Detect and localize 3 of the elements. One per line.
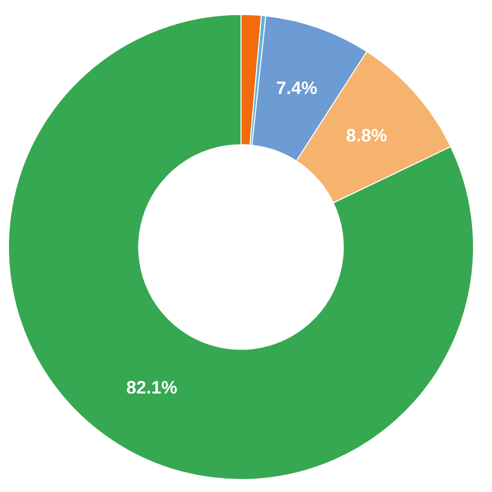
data-label: 7.4%	[276, 78, 318, 98]
data-label: 82.1%	[126, 378, 178, 398]
data-label: 8.8%	[346, 125, 388, 146]
